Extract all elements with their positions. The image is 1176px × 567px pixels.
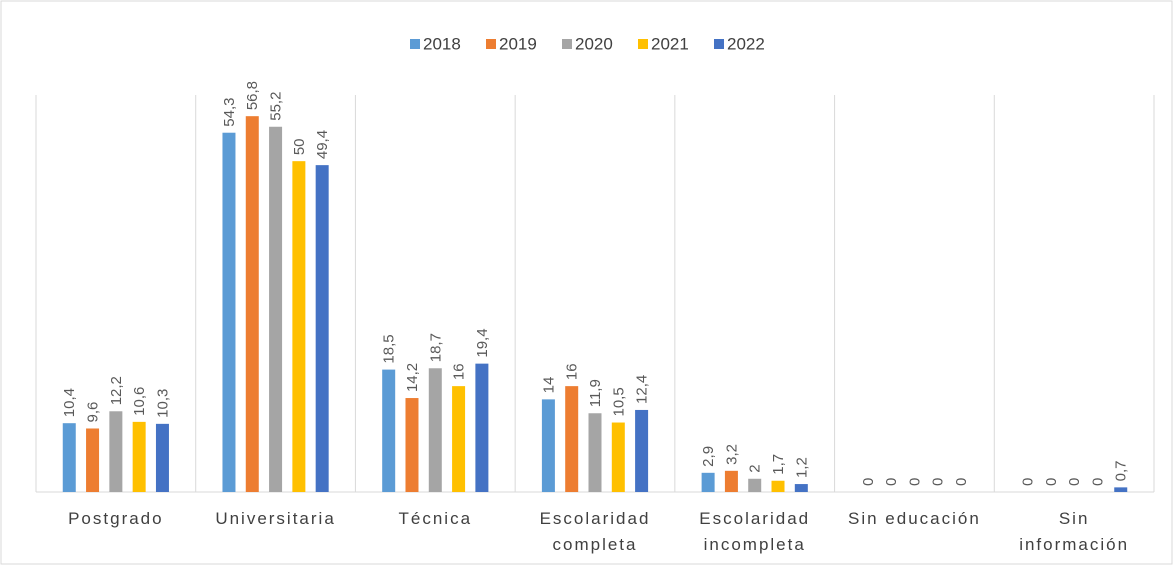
data-label: 10,4	[61, 388, 78, 417]
data-label: 54,3	[221, 98, 238, 127]
legend-label: 2018	[423, 34, 461, 53]
data-label: 2	[747, 464, 764, 472]
bar	[475, 363, 489, 492]
data-label: 12,4	[634, 375, 651, 404]
data-label: 0	[953, 478, 970, 486]
data-label: 1,2	[793, 457, 810, 478]
data-label: 0	[883, 478, 900, 486]
data-label: 0	[1089, 478, 1106, 486]
data-label: 0	[860, 478, 877, 486]
data-label: 14	[540, 377, 557, 394]
bar	[701, 472, 715, 492]
legend-swatch	[714, 39, 724, 49]
data-label: 16	[451, 363, 468, 380]
data-label: 0	[1020, 478, 1037, 486]
data-label: 55,2	[268, 92, 285, 121]
bar	[86, 428, 100, 492]
x-tick-label: Sin información	[1019, 509, 1130, 554]
bar	[794, 484, 808, 492]
bar	[588, 413, 602, 492]
data-label: 10,3	[154, 389, 171, 418]
data-label: 18,5	[381, 334, 398, 363]
bar	[155, 423, 169, 492]
bar	[611, 422, 625, 492]
data-label: 0	[930, 478, 947, 486]
data-label: 49,4	[314, 130, 331, 159]
bar	[428, 368, 442, 492]
x-tick-label: Escolaridad incompleta	[699, 509, 811, 554]
bar	[565, 386, 579, 492]
bar	[1114, 487, 1128, 492]
bar	[62, 423, 76, 492]
bar	[724, 470, 738, 492]
bar	[315, 165, 329, 493]
data-label: 1,7	[770, 454, 787, 475]
legend-swatch	[562, 39, 572, 49]
legend-label: 2019	[499, 34, 537, 53]
bar	[292, 161, 306, 492]
bar	[245, 116, 259, 492]
data-label: 18,7	[427, 333, 444, 362]
data-label: 0	[1043, 478, 1060, 486]
data-label: 0	[906, 478, 923, 486]
legend-swatch	[638, 39, 648, 49]
bar	[132, 421, 146, 492]
bar	[748, 478, 762, 492]
x-tick-label: Sin educación	[848, 509, 981, 528]
bar	[109, 411, 123, 492]
data-label: 11,9	[587, 379, 604, 407]
data-label: 0	[1066, 478, 1083, 486]
bar	[452, 386, 466, 492]
x-tick-label: Universitaria	[215, 509, 336, 528]
x-tick-label: Postgrado	[68, 509, 164, 528]
data-label: 19,4	[474, 328, 491, 357]
data-label: 0,7	[1113, 461, 1130, 482]
legend-label: 2022	[727, 34, 765, 53]
bar	[269, 126, 283, 492]
legend-swatch	[486, 39, 496, 49]
legend-label: 2020	[575, 34, 613, 53]
bar	[771, 480, 785, 492]
x-tick-label: Técnica	[398, 509, 473, 528]
data-label: 50	[291, 138, 308, 155]
bar	[382, 369, 396, 492]
data-label: 12,2	[108, 376, 125, 405]
bar	[541, 399, 555, 492]
x-tick-label: Escolaridad completa	[539, 509, 651, 554]
data-label: 56,8	[244, 81, 261, 110]
data-label: 2,9	[700, 446, 717, 467]
data-label: 3,2	[723, 444, 740, 465]
legend-swatch	[410, 39, 420, 49]
data-label: 9,6	[85, 402, 102, 423]
data-label: 10,6	[131, 387, 148, 416]
bar	[635, 409, 649, 492]
legend-label: 2021	[651, 34, 689, 53]
data-label: 14,2	[404, 363, 421, 392]
bar	[222, 132, 236, 492]
bar	[405, 398, 419, 492]
data-label: 16	[564, 363, 581, 380]
data-label: 10,5	[610, 387, 627, 416]
